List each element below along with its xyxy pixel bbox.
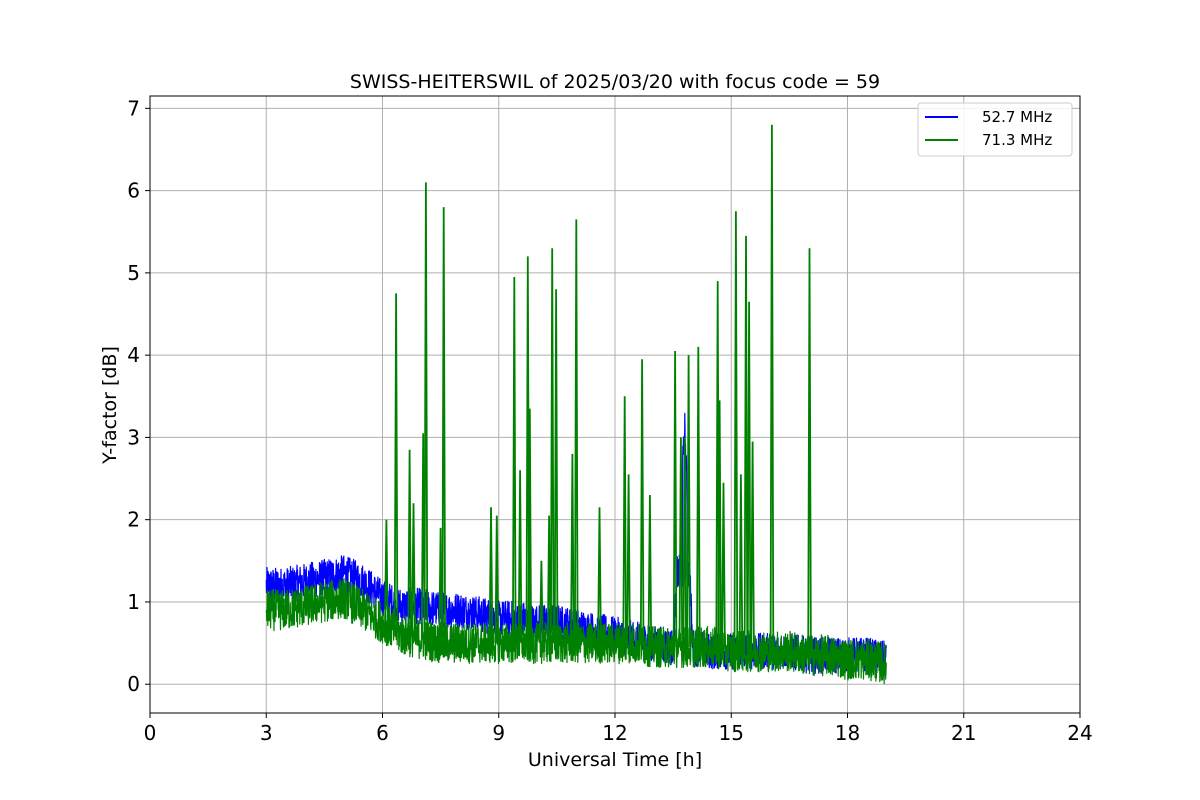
series-spike [411, 503, 416, 638]
legend-label-71-3: 71.3 MHz [982, 131, 1052, 149]
series-spike [678, 437, 684, 648]
series-spike [441, 207, 446, 644]
series-spike [626, 474, 631, 644]
series-spike [721, 482, 726, 650]
series-spike [512, 276, 517, 644]
series-spike [682, 437, 687, 648]
series-spike [743, 235, 749, 652]
y-tick-label: 4 [127, 343, 140, 367]
y-axis-label: Y-factor [dB] [99, 346, 121, 465]
series-spike [733, 211, 739, 652]
series-spike [527, 408, 532, 644]
series-spike [494, 515, 500, 644]
series-spike [696, 346, 701, 648]
series-spike [517, 470, 523, 644]
y-tick-label: 3 [127, 425, 140, 449]
y-tick-label: 7 [127, 96, 140, 120]
x-tick-label: 0 [144, 721, 157, 745]
series-spike [423, 182, 429, 640]
legend-label-52-7: 52.7 MHz [982, 108, 1052, 126]
y-tick-label: 2 [127, 508, 140, 532]
series-spike [550, 248, 555, 644]
x-tick-label: 21 [951, 721, 976, 745]
series-spike [574, 219, 579, 644]
x-tick-label: 9 [492, 721, 505, 745]
series-line-1 [265, 578, 887, 685]
series-spike [438, 527, 443, 644]
x-axis-label: Universal Time [h] [528, 749, 702, 771]
series-spike [807, 248, 812, 656]
x-tick-label: 24 [1067, 721, 1092, 745]
series-spike [597, 507, 602, 644]
series-spike [746, 301, 752, 652]
series-spike [393, 293, 399, 632]
series-spike [639, 359, 645, 645]
x-tick-label: 6 [376, 721, 389, 745]
y-tick-label: 1 [127, 590, 140, 614]
series-spike [407, 449, 412, 637]
series-spike [539, 560, 544, 644]
series-spike [546, 515, 552, 644]
series-spike [750, 441, 755, 652]
series-spike [570, 453, 575, 644]
plot-series [265, 124, 887, 685]
y-tick-label: 5 [127, 261, 140, 285]
series-spike [647, 494, 653, 647]
series-spike [769, 124, 775, 652]
series-spike [384, 519, 389, 626]
y-tick-label: 0 [127, 672, 140, 696]
series-spike [488, 507, 494, 644]
series-spike [738, 474, 744, 652]
x-axis-ticks: 0 3 6 9 12 15 18 21 24 [144, 713, 1093, 745]
x-tick-label: 3 [260, 721, 273, 745]
x-tick-label: 12 [602, 721, 627, 745]
y-tick-label: 6 [127, 179, 140, 203]
series-spike [686, 355, 691, 648]
series-spike [622, 396, 627, 644]
legend: 52.7 MHz 71.3 MHz [917, 102, 1073, 157]
x-tick-label: 15 [719, 721, 744, 745]
series-spike [717, 400, 722, 649]
chart-title: SWISS-HEITERSWIL of 2025/03/20 with focu… [350, 71, 880, 93]
x-tick-label: 18 [835, 721, 860, 745]
y-axis-ticks: 0 1 2 3 4 5 6 7 [127, 96, 150, 696]
series-spike [553, 289, 559, 644]
series-spike [672, 350, 678, 648]
